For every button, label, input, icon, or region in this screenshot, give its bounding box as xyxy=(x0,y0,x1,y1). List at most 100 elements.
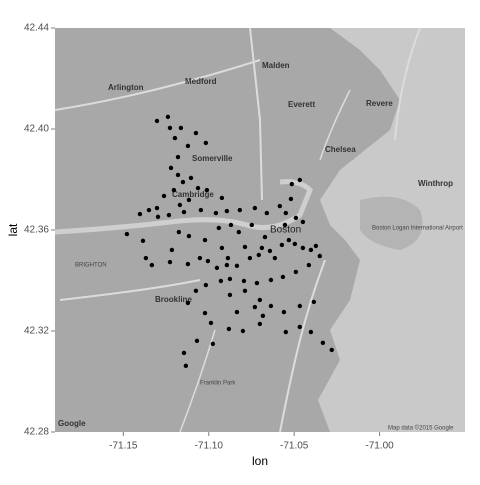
x-axis-title: lon xyxy=(252,454,268,468)
point xyxy=(183,363,189,369)
x-tick-label: -71.00 xyxy=(365,441,394,452)
point xyxy=(143,255,149,261)
point xyxy=(247,255,253,261)
point xyxy=(279,242,285,248)
point xyxy=(180,179,186,185)
point xyxy=(289,181,294,187)
point xyxy=(268,277,274,283)
point xyxy=(214,265,220,271)
point xyxy=(300,219,306,225)
point xyxy=(208,320,214,326)
point xyxy=(197,255,203,261)
x-tick-label: -71.10 xyxy=(195,441,224,452)
map-logo: Google xyxy=(58,419,86,428)
point xyxy=(213,210,219,216)
points xyxy=(124,114,334,369)
point xyxy=(256,252,262,258)
point xyxy=(185,300,191,306)
point xyxy=(241,278,247,284)
point xyxy=(194,338,200,344)
point xyxy=(181,350,187,356)
point xyxy=(297,177,303,183)
point xyxy=(228,222,234,228)
point xyxy=(236,229,242,235)
y-tick-label: 42.40 xyxy=(24,124,49,135)
point xyxy=(252,205,258,211)
point xyxy=(204,187,210,193)
point xyxy=(195,185,201,191)
point xyxy=(224,208,230,214)
point xyxy=(252,304,258,310)
point xyxy=(205,258,211,264)
point xyxy=(227,276,233,282)
x-tick-label: -71.05 xyxy=(280,441,309,452)
point xyxy=(293,269,299,275)
point xyxy=(272,255,278,261)
point xyxy=(202,310,208,316)
point xyxy=(168,165,174,171)
point xyxy=(268,303,274,309)
point xyxy=(149,262,155,268)
map-label: Arlington xyxy=(108,83,144,92)
point xyxy=(188,175,194,181)
point xyxy=(282,222,288,228)
point xyxy=(320,340,326,346)
point xyxy=(311,299,317,305)
point xyxy=(172,135,178,141)
point xyxy=(227,292,233,298)
point xyxy=(283,210,288,216)
point xyxy=(234,263,240,269)
point xyxy=(140,238,146,244)
point xyxy=(186,233,192,239)
point xyxy=(198,207,204,213)
point xyxy=(226,326,232,332)
point xyxy=(306,262,312,268)
point xyxy=(181,209,187,215)
x-tick-label: -71.15 xyxy=(109,441,138,452)
point xyxy=(329,347,334,353)
map-label: Brookline xyxy=(155,295,192,304)
y-axis-title: lat xyxy=(6,223,20,236)
point xyxy=(297,324,303,330)
point xyxy=(308,247,314,253)
point xyxy=(176,229,182,235)
point xyxy=(254,280,260,286)
point xyxy=(313,243,319,249)
point xyxy=(300,245,306,251)
point xyxy=(186,197,192,203)
point xyxy=(267,248,273,254)
map-label: BRIGHTON xyxy=(75,263,107,269)
point xyxy=(171,187,177,193)
point xyxy=(154,118,160,124)
y-tick-label: 42.32 xyxy=(24,326,49,337)
point xyxy=(167,125,173,131)
map-background xyxy=(54,27,465,433)
point xyxy=(259,245,265,251)
point xyxy=(281,309,287,315)
point xyxy=(166,212,172,218)
point xyxy=(161,193,167,199)
point xyxy=(124,231,130,237)
point xyxy=(280,274,286,280)
point xyxy=(167,259,173,265)
point xyxy=(137,211,143,217)
point xyxy=(177,202,183,208)
point xyxy=(155,214,161,220)
point xyxy=(224,262,230,268)
y-tick-label: 42.44 xyxy=(24,23,49,34)
point xyxy=(277,203,283,209)
point xyxy=(175,172,181,178)
map-label: Medford xyxy=(185,77,217,86)
point xyxy=(185,143,191,149)
map-label: Everett xyxy=(288,100,315,109)
point xyxy=(185,261,191,267)
map-label: Franklin Park xyxy=(200,381,236,387)
point xyxy=(293,215,299,221)
point xyxy=(154,205,160,211)
point xyxy=(240,328,246,334)
point xyxy=(169,247,175,253)
point xyxy=(308,329,314,335)
map-label: Boston xyxy=(270,225,301,236)
point xyxy=(178,125,184,131)
